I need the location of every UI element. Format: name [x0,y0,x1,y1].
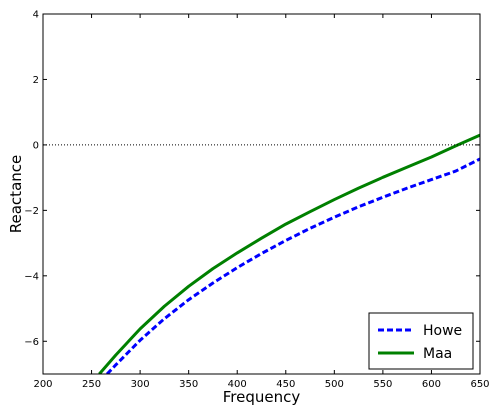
y-tick-label: 2 [33,75,39,86]
y-tick-label: −2 [24,206,39,217]
legend-label-maa: Maa [423,346,452,362]
series-line-maa [98,133,480,374]
x-tick-label: 600 [422,379,441,390]
legend: Howe Maa [368,312,474,370]
legend-label-howe: Howe [423,323,462,339]
series-line-howe [106,157,480,374]
x-tick-label: 650 [470,379,489,390]
legend-box [368,312,474,370]
x-tick-label: 550 [373,379,392,390]
x-tick-label: 450 [276,379,295,390]
x-tick-label: 250 [82,379,101,390]
series-layer [98,133,480,374]
x-tick-label: 350 [179,379,198,390]
y-axis-label: Reactance [7,155,25,233]
x-tick-label: 200 [33,379,52,390]
x-axis-label: Frequency [223,388,301,406]
plot-frame [42,13,481,375]
y-tick-label: −6 [24,337,39,348]
x-tick-label: 400 [228,379,247,390]
tick-layer: 200 250 300 350 400 450 500 550 600 650 −6 −4 −2 0 2 4 [24,10,489,391]
y-tick-label: 4 [33,10,39,21]
y-tick-label: −4 [24,271,39,282]
y-tick-label: 0 [33,140,39,151]
x-tick-label: 300 [131,379,150,390]
x-tick-label: 500 [325,379,344,390]
